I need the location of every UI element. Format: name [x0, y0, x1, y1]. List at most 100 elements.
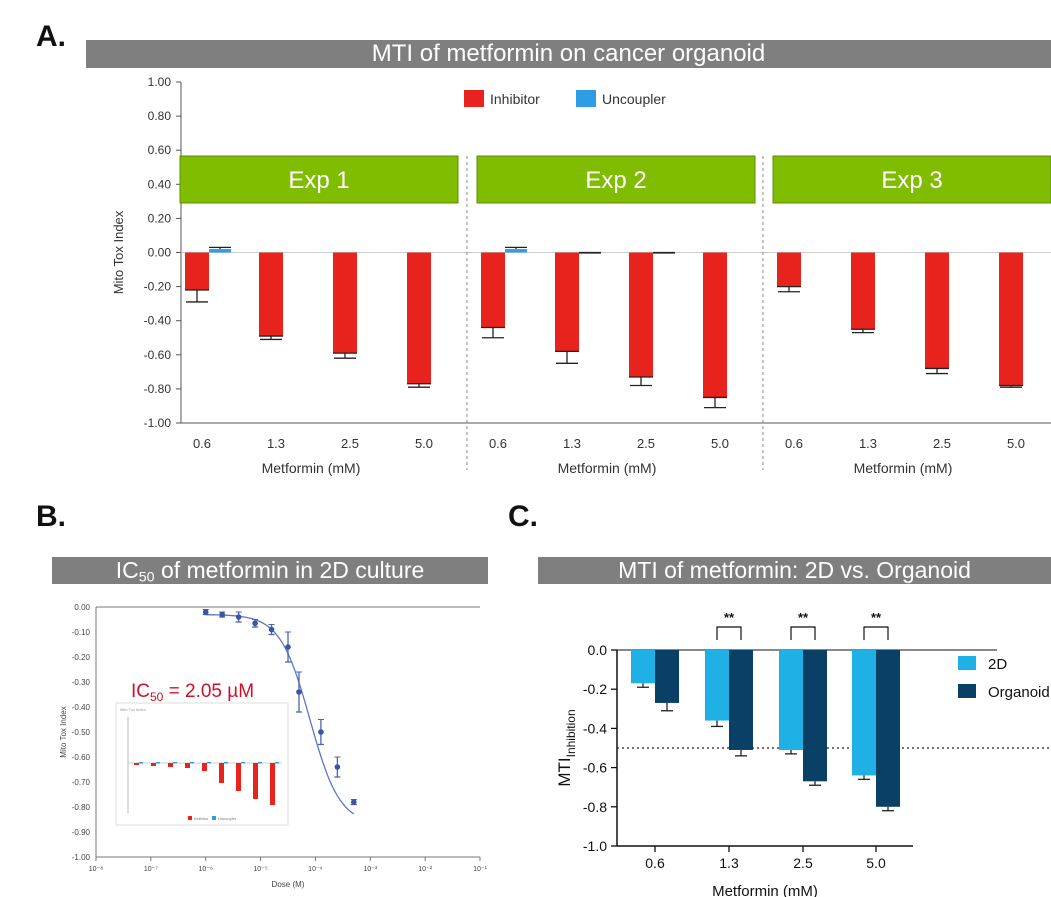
- c-legend-label-2d: 2D: [988, 656, 1007, 673]
- a-bar-uncoupler: [505, 249, 527, 253]
- a-x-tick-label: 1.3: [859, 436, 877, 451]
- b-x-tick-label: 10⁻⁵: [253, 866, 267, 873]
- a-y-tick-label: -0.40: [144, 314, 172, 328]
- a-bar-inhibitor: [481, 252, 505, 328]
- a-bar-inhibitor: [851, 252, 875, 330]
- a-x-label: Metformin (mM): [262, 460, 361, 476]
- c-legend-label-organoid: Organoid: [988, 684, 1050, 701]
- b-inset-bar: [134, 763, 139, 765]
- a-bar-inhibitor: [629, 252, 653, 377]
- a-x-tick-label: 5.0: [1007, 436, 1025, 451]
- c-y-tick-label: 0.0: [588, 642, 608, 658]
- b-y-tick-label: 0.00: [74, 603, 90, 612]
- b-point: [334, 764, 341, 770]
- a-bar-inhibitor: [333, 252, 357, 354]
- a-x-tick-label: 1.3: [267, 436, 285, 451]
- c-x-label: Metformin (mM): [712, 883, 818, 897]
- b-x-tick-label: 10⁻⁶: [199, 866, 213, 873]
- c-x-tick-label: 5.0: [866, 855, 886, 871]
- b-inset-bar-uncoupler: [258, 762, 262, 764]
- b-inset-bar-uncoupler: [139, 762, 143, 764]
- b-x-tick-label: 10⁻⁸: [89, 866, 103, 873]
- b-point: [285, 644, 291, 650]
- c-significance-label: **: [724, 610, 735, 625]
- a-group-label-2: Exp 2: [585, 167, 646, 194]
- b-x-tick-label: 10⁻⁷: [144, 866, 158, 873]
- a-y-tick-label: -1.00: [144, 416, 172, 430]
- b-inset-bar: [253, 763, 258, 799]
- c-bar-2d: [852, 650, 876, 776]
- b-y-tick-label: -0.70: [72, 778, 91, 787]
- b-point: [296, 689, 302, 695]
- b-point: [202, 609, 209, 615]
- a-bar-inhibitor: [185, 252, 209, 291]
- c-significance-label: **: [871, 610, 882, 625]
- a-bar-inhibitor: [407, 252, 431, 384]
- b-x-tick-label: 10⁻¹: [473, 866, 487, 873]
- c-y-tick-label: -1.0: [583, 838, 607, 854]
- a-legend-swatch-inhibitor: [464, 90, 484, 107]
- c-significance-bracket: [790, 626, 816, 640]
- a-x-tick-label: 1.3: [563, 436, 581, 451]
- b-point: [252, 620, 258, 627]
- c-bar-2d: [779, 650, 803, 750]
- b-inset-bar-uncoupler: [241, 762, 245, 764]
- c-bar-organoid: [876, 650, 900, 807]
- a-x-tick-label: 2.5: [637, 436, 655, 451]
- b-point: [268, 626, 275, 633]
- a-group-label-3: Exp 3: [881, 167, 942, 194]
- b-y-tick-label: -0.20: [72, 653, 91, 662]
- b-y-tick-label: -0.90: [72, 828, 91, 837]
- b-y-tick-label: -0.50: [72, 728, 91, 737]
- c-x-tick-label: 1.3: [719, 855, 739, 871]
- a-bar-inhibitor: [703, 252, 727, 398]
- c-bar-organoid: [803, 650, 827, 782]
- c-y-tick-label: -0.4: [583, 720, 607, 736]
- c-legend-swatch-2d: [958, 656, 976, 670]
- b-inset-legend-swatch: [212, 816, 216, 820]
- b-y-tick-label: -0.60: [72, 753, 91, 762]
- chart-a-title: MTI of metformin on cancer organoid: [86, 40, 1051, 68]
- b-x-tick-label: 10⁻⁴: [308, 866, 323, 873]
- c-bar-organoid: [655, 650, 679, 703]
- panel-c-letter: C.: [508, 500, 538, 533]
- a-x-tick-label: 5.0: [711, 436, 729, 451]
- a-x-tick-label: 0.6: [193, 436, 211, 451]
- b-inset-bar: [168, 763, 173, 767]
- b-inset-bar-uncoupler: [173, 762, 177, 764]
- c-y-tick-label: -0.6: [583, 760, 607, 776]
- c-significance-bracket: [716, 626, 742, 640]
- c-y-label: MTIInhibition: [555, 709, 578, 786]
- a-y-tick-label: -0.20: [144, 280, 172, 294]
- b-fit-curve: [205, 614, 355, 815]
- b-point: [351, 799, 357, 805]
- a-bar-uncoupler: [209, 249, 231, 253]
- a-bar-uncoupler: [579, 252, 601, 254]
- b-y-tick-label: -0.30: [72, 678, 91, 687]
- b-x-tick-label: 10⁻²: [418, 866, 432, 873]
- a-x-label: Metformin (mM): [558, 460, 657, 476]
- a-x-tick-label: 2.5: [341, 436, 359, 451]
- b-point: [318, 729, 324, 735]
- b-inset-legend-swatch: [188, 816, 192, 820]
- b-inset-bar: [219, 763, 224, 783]
- a-legend-swatch-uncoupler: [576, 90, 596, 107]
- c-significance-label: **: [798, 610, 809, 625]
- c-bar-organoid: [729, 650, 753, 750]
- a-y-tick-label: 0.60: [148, 143, 172, 157]
- a-group-label-1: Exp 1: [288, 167, 349, 194]
- b-inset-bar-uncoupler: [224, 762, 228, 764]
- a-x-tick-label: 0.6: [785, 436, 803, 451]
- b-inset-bar: [185, 763, 190, 768]
- a-y-tick-label: 0.20: [148, 211, 172, 225]
- a-group-header-2: [476, 155, 756, 204]
- a-x-tick-label: 0.6: [489, 436, 507, 451]
- a-bar-uncoupler: [653, 252, 675, 254]
- a-x-tick-label: 5.0: [415, 436, 433, 451]
- b-x-tick-label: 10⁻³: [363, 866, 377, 873]
- a-bar-inhibitor: [555, 252, 579, 352]
- a-y-tick-label: -0.80: [144, 382, 172, 396]
- a-y-tick-label: 0.80: [148, 109, 172, 123]
- b-inset-bar-uncoupler: [156, 762, 160, 764]
